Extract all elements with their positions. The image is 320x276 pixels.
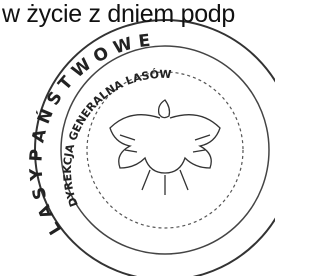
- page: L A S Y P A Ń S T W O W E DYREKCJA GENER…: [0, 0, 275, 276]
- stamp: L A S Y P A Ń S T W O W E DYREKCJA GENER…: [0, 0, 275, 276]
- text-line: w życie z dniem podp: [2, 0, 235, 29]
- eagle: [110, 100, 220, 195]
